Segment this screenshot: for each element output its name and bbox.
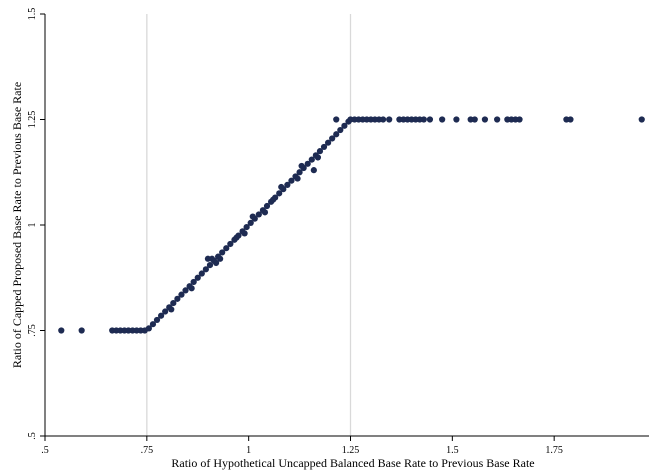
scatter-point [178, 291, 185, 298]
scatter-point [276, 190, 283, 197]
scatter-point [174, 295, 181, 302]
scatter-point [278, 183, 285, 191]
scatter-point [208, 255, 216, 262]
y-tick-label: .5 [27, 432, 38, 440]
y-tick-label: 1.25 [27, 111, 38, 129]
scatter-point [308, 156, 315, 163]
scatter-point [288, 177, 295, 184]
scatter-point [320, 143, 328, 151]
scatter-point [333, 131, 340, 138]
scatter-point [263, 202, 271, 210]
x-tick-label: 1.25 [342, 445, 360, 456]
scatter-point [453, 116, 460, 123]
scatter-point [206, 261, 214, 269]
scatter-point [227, 240, 234, 248]
scatter-point [296, 169, 303, 176]
scatter-point [233, 234, 240, 241]
x-tick-label: 1.5 [446, 445, 459, 456]
scatter-point [333, 116, 340, 123]
scatter-point [294, 175, 301, 182]
scatter-point [261, 209, 269, 216]
scatter-point [194, 274, 201, 281]
reference-lines [146, 14, 352, 436]
scatter-point [153, 316, 161, 324]
scatter-point [314, 154, 322, 161]
scatter-point [337, 126, 344, 134]
scatter-point [170, 299, 177, 307]
scatter-point [219, 249, 226, 256]
x-tick-label: .5 [41, 445, 49, 456]
scatter-point [341, 122, 348, 129]
scatter-point [516, 116, 523, 123]
scatter-point [223, 245, 230, 252]
scatter-point [638, 116, 645, 123]
scatter-point [304, 160, 311, 167]
scatter-point [145, 325, 152, 332]
scatter-point [420, 116, 427, 123]
scatter-point [298, 162, 305, 170]
y-tick-label: 1 [27, 223, 38, 228]
scatter-point [481, 116, 489, 123]
y-tick-label: 1.5 [27, 8, 38, 21]
scatter-point [329, 135, 336, 142]
scatter-point [188, 285, 195, 292]
scatter-point [270, 196, 277, 203]
scatter-point [168, 306, 175, 313]
scatter-point [310, 167, 317, 174]
scatter-point [212, 259, 220, 267]
data-points [58, 116, 645, 334]
scatter-point [190, 278, 197, 286]
scatter-point [426, 116, 434, 123]
scatter-point [386, 116, 393, 123]
scatter-point [247, 219, 254, 226]
x-tick-label: .75 [141, 445, 154, 456]
scatter-point [202, 266, 209, 273]
scatter-point [78, 327, 85, 334]
scatter-point [379, 116, 387, 123]
scatter-point [494, 116, 501, 123]
scatter-point [255, 211, 262, 218]
scatter-point [58, 327, 65, 334]
scatter-point [198, 270, 205, 277]
x-tick-label: 1.75 [545, 445, 563, 456]
scatter-point [284, 181, 291, 189]
scatter-point [149, 321, 157, 328]
scatter-point [217, 255, 224, 262]
scatter-point [243, 224, 250, 231]
scatter-point [157, 312, 165, 319]
scatter-point [182, 287, 189, 294]
y-tick-label: .75 [27, 324, 38, 337]
scatter-point [567, 116, 574, 123]
x-tick-label: 1 [246, 445, 251, 456]
scatter-point [471, 116, 478, 123]
scatter-point [324, 139, 332, 146]
axes: .5 .75 1 1.25 1.5 1.75 .5 .75 1 1.25 1.5 [27, 8, 649, 456]
scatter-point [162, 308, 169, 315]
scatter-point [249, 213, 256, 220]
y-axis-title: Ratio of Capped Proposed Base Rate to Pr… [10, 82, 24, 368]
scatter-point [439, 116, 446, 123]
scatter-point [241, 230, 248, 237]
scatter-point [316, 148, 324, 155]
x-axis-title: Ratio of Hypothetical Uncapped Balanced … [171, 456, 534, 470]
